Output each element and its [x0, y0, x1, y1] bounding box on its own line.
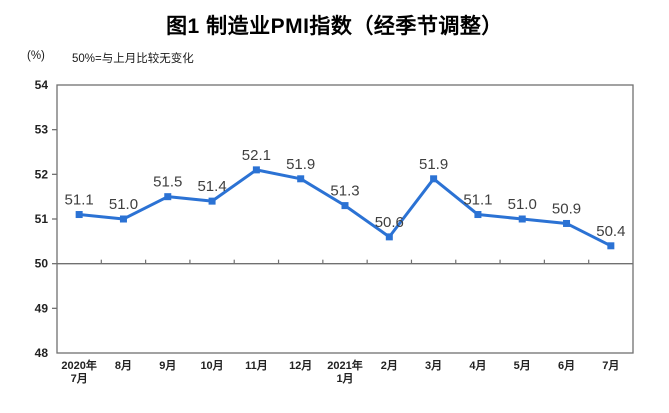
data-point-label: 51.1 [463, 192, 492, 209]
data-point-label: 51.5 [153, 174, 182, 191]
x-tick-label: 8月 [115, 359, 132, 372]
y-tick-label: 51 [35, 212, 49, 226]
reference-line-note: 50%=与上月比较无变化 [72, 53, 194, 65]
data-point-label: 50.4 [596, 223, 625, 240]
x-tick-label: 1月 [336, 372, 353, 385]
y-tick-label: 48 [35, 346, 49, 360]
x-tick-label: 9月 [159, 359, 176, 372]
y-tick-label: 49 [35, 301, 49, 315]
y-tick-label: 50 [35, 257, 49, 271]
data-point-marker [208, 197, 216, 205]
data-point-marker [297, 175, 305, 183]
data-point-marker [75, 211, 83, 219]
chart-title: 图1 制造业PMI指数（经季节调整） [166, 15, 503, 38]
x-tick-label: 11月 [245, 359, 268, 372]
y-tick-label: 54 [35, 78, 49, 92]
x-tick-label: 2021年 [327, 358, 362, 372]
data-point-marker [474, 211, 482, 219]
x-tick-label: 7月 [71, 372, 88, 385]
data-point-label: 51.9 [419, 156, 448, 173]
data-point-marker [164, 193, 172, 201]
data-point-label: 51.1 [65, 192, 94, 209]
data-point-label: 50.6 [375, 214, 404, 231]
data-point-label: 51.0 [109, 196, 138, 213]
x-tick-label: 4月 [469, 359, 486, 372]
data-point-label: 51.3 [330, 183, 359, 200]
data-point-marker [607, 242, 615, 250]
x-tick-label: 3月 [425, 359, 442, 372]
data-point-label: 51.9 [286, 156, 315, 173]
data-point-label: 51.4 [197, 178, 226, 195]
data-point-marker [385, 233, 393, 241]
x-tick-label: 2月 [381, 359, 398, 372]
data-point-marker [341, 202, 349, 210]
y-tick-label: 52 [35, 167, 49, 181]
data-point-marker [430, 175, 438, 183]
data-point-label: 50.9 [552, 200, 581, 217]
data-point-label: 51.0 [508, 196, 537, 213]
pmi-line-chart: 48 49 50 51 52 53 54 51.1 51.0 51.5 51.4 52.1 51.9 51… [35, 78, 634, 385]
y-axis-unit-label: (%) [27, 50, 45, 62]
data-point-marker [563, 219, 571, 227]
x-tick-label: 10月 [200, 359, 223, 372]
y-tick-label: 53 [35, 123, 49, 137]
data-point-marker [252, 166, 260, 174]
x-tick-label: 6月 [558, 359, 575, 372]
plot-border [56, 84, 634, 354]
x-tick-label: 2020年 [61, 358, 96, 372]
data-point-marker [119, 215, 127, 223]
x-tick-label: 5月 [514, 359, 531, 372]
data-point-marker [518, 215, 526, 223]
data-point-label: 52.1 [242, 147, 271, 164]
x-tick-label: 7月 [602, 359, 619, 372]
x-tick-label: 12月 [289, 359, 312, 372]
